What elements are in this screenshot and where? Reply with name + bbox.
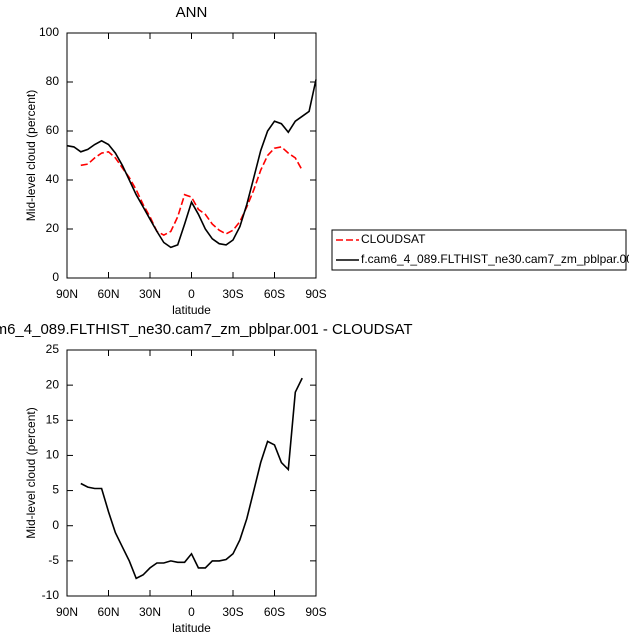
x-tick-label: 60S (264, 605, 285, 619)
x-tick-label: 30N (139, 287, 161, 301)
x-tick-label: 90S (305, 287, 326, 301)
y-tick-label: -10 (42, 588, 60, 602)
data-line (80, 377, 303, 580)
legend-label: CLOUDSAT (361, 232, 426, 246)
y-tick-label: 80 (46, 74, 60, 88)
x-tick-label: 90N (56, 605, 78, 619)
x-tick-label: 60N (97, 287, 119, 301)
y-tick-label: 20 (46, 221, 60, 235)
x-tick-label: 0 (188, 287, 195, 301)
y-tick-label: 20 (46, 377, 60, 391)
x-axis-label: latitude (172, 303, 211, 317)
y-tick-label: -5 (48, 553, 59, 567)
x-tick-label: 90S (305, 605, 326, 619)
legend-box (331, 229, 627, 271)
chart-title: ANN (176, 4, 208, 21)
y-tick-label: 0 (52, 518, 59, 532)
x-tick-label: 60S (264, 287, 285, 301)
y-tick-label: 25 (46, 342, 60, 356)
y-tick-label: 40 (46, 172, 60, 186)
x-tick-label: 0 (188, 605, 195, 619)
y-tick-label: 15 (46, 412, 60, 426)
y-tick-label: 0 (52, 270, 59, 284)
y-tick-label: 10 (46, 448, 60, 462)
legend-label: f.cam6_4_089.FLTHIST_ne30.cam7_zm_pblpar… (361, 252, 629, 266)
x-tick-label: 90N (56, 287, 78, 301)
x-axis-label: latitude (172, 621, 211, 635)
data-line (66, 79, 317, 249)
y-axis-label: Mid-level cloud (percent) (24, 90, 38, 221)
x-tick-label: 60N (97, 605, 119, 619)
x-tick-label: 30N (139, 605, 161, 619)
data-line (80, 146, 303, 237)
y-tick-label: 60 (46, 123, 60, 137)
x-tick-label: 30S (222, 287, 243, 301)
x-tick-label: 30S (222, 605, 243, 619)
plot-frame (66, 32, 317, 279)
y-axis-label: Mid-level cloud (percent) (24, 407, 38, 538)
chart-title: f.cam6_4_089.FLTHIST_ne30.cam7_zm_pblpar… (0, 321, 413, 338)
plot-frame (66, 349, 317, 597)
y-tick-label: 100 (39, 25, 59, 39)
y-tick-label: 5 (52, 483, 59, 497)
